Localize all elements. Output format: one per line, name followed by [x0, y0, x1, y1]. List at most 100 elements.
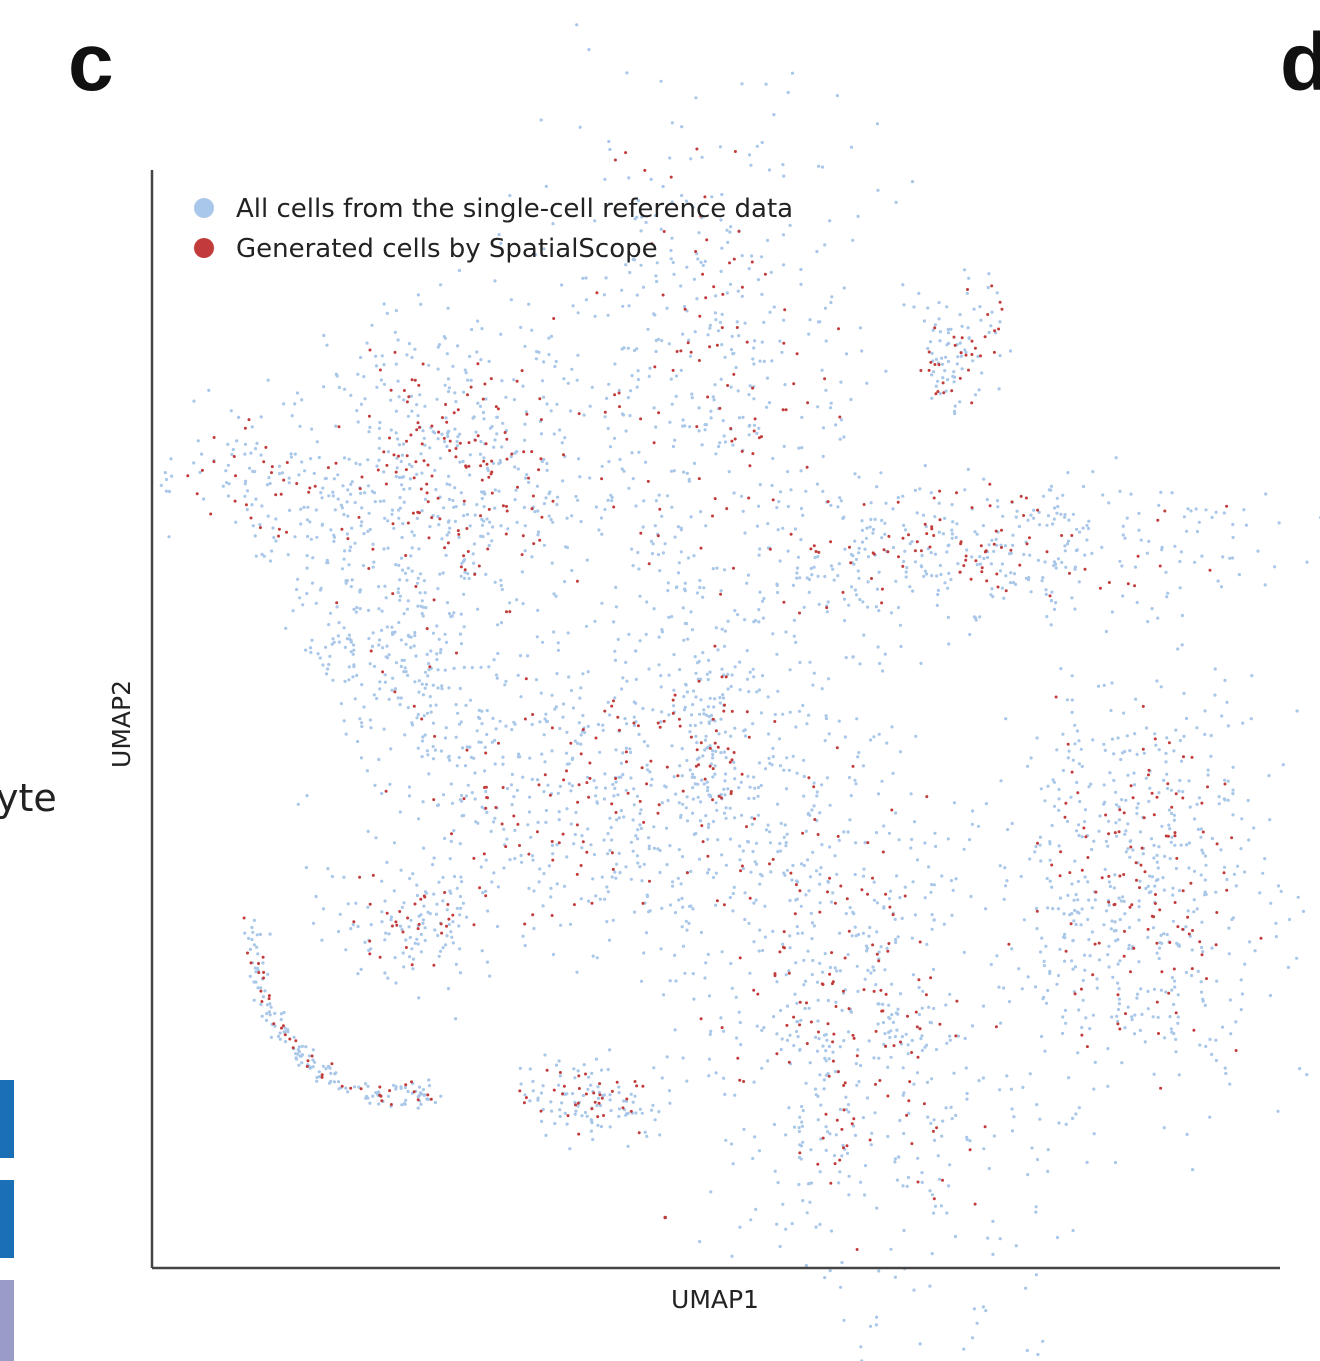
reference-cell-point — [402, 612, 406, 616]
reference-cell-point — [295, 587, 299, 592]
reference-cell-point — [298, 596, 302, 600]
reference-cell-point — [488, 520, 492, 524]
reference-cell-point — [433, 1100, 437, 1105]
reference-cell-point — [857, 551, 861, 555]
reference-cell-point — [1026, 1173, 1030, 1177]
reference-cell-point — [758, 483, 762, 487]
reference-cell-point — [1004, 574, 1008, 578]
generated-cell-point — [843, 1081, 847, 1085]
generated-cell-point — [405, 439, 408, 443]
reference-cell-point — [419, 1102, 423, 1106]
reference-cell-point — [457, 755, 461, 760]
reference-cell-point — [549, 334, 554, 338]
reference-cell-point — [332, 533, 336, 537]
generated-cell-point — [480, 478, 484, 482]
reference-cell-point — [311, 1058, 315, 1062]
reference-cell-point — [576, 498, 580, 502]
reference-cell-point — [896, 1012, 900, 1016]
reference-cell-point — [954, 535, 958, 540]
reference-cell-point — [415, 883, 419, 887]
reference-cell-point — [613, 362, 617, 366]
reference-cell-point — [1206, 773, 1210, 777]
reference-cell-point — [431, 863, 435, 867]
reference-cell-point — [402, 965, 406, 969]
reference-cell-point — [1070, 674, 1074, 678]
reference-cell-point — [923, 464, 927, 468]
reference-cell-point — [1009, 571, 1013, 575]
generated-cell-point — [416, 1098, 420, 1102]
generated-cell-point — [834, 1005, 838, 1008]
reference-cell-point — [822, 1087, 826, 1091]
reference-cell-point — [1066, 756, 1070, 760]
generated-cell-point — [798, 889, 802, 893]
reference-cell-point — [838, 496, 842, 500]
reference-cell-point — [930, 396, 934, 400]
reference-cell-point — [1118, 917, 1122, 922]
reference-cell-point — [454, 505, 458, 509]
reference-cell-point — [684, 806, 688, 810]
reference-cell-point — [1108, 771, 1112, 775]
reference-cell-point — [501, 755, 505, 759]
reference-cell-point — [797, 1129, 802, 1134]
reference-cell-point — [920, 1048, 925, 1052]
reference-cell-point — [646, 327, 650, 331]
reference-cell-point — [710, 749, 715, 753]
reference-cell-point — [713, 764, 717, 768]
generated-cell-point — [1116, 1022, 1120, 1026]
reference-cell-point — [412, 533, 416, 538]
reference-cell-point — [397, 395, 401, 399]
reference-cell-point — [970, 1024, 975, 1028]
generated-cell-point — [775, 1052, 779, 1056]
reference-cell-point — [706, 333, 710, 337]
reference-cell-point — [1234, 884, 1238, 888]
generated-cell-point — [398, 910, 402, 913]
reference-cell-point — [1117, 1002, 1121, 1006]
generated-cell-point — [455, 651, 458, 655]
reference-cell-point — [362, 532, 366, 536]
reference-cell-point — [350, 480, 354, 484]
generated-cell-point — [712, 285, 716, 289]
reference-cell-point — [770, 483, 774, 488]
generated-cell-point — [457, 532, 461, 536]
reference-cell-point — [801, 1140, 805, 1144]
reference-cell-point — [697, 857, 702, 861]
reference-cell-point — [1013, 572, 1017, 576]
generated-cell-point — [836, 834, 840, 838]
legend-label-reference: All cells from the single-cell reference… — [236, 194, 793, 224]
generated-cell-point — [285, 530, 288, 534]
reference-cell-point — [752, 423, 757, 427]
reference-cell-point — [1073, 607, 1077, 611]
reference-cell-point — [602, 797, 607, 801]
generated-cell-point — [577, 783, 581, 787]
reference-cell-point — [767, 732, 771, 736]
reference-cell-point — [284, 626, 288, 630]
reference-cell-point — [703, 738, 708, 742]
reference-cell-point — [327, 1065, 331, 1069]
reference-cell-point — [579, 897, 583, 901]
reference-cell-point — [682, 638, 686, 642]
reference-cell-point — [752, 940, 756, 944]
reference-cell-point — [628, 270, 632, 275]
generated-cell-point — [732, 751, 736, 754]
reference-cell-point — [1042, 959, 1046, 964]
generated-cell-point — [1173, 834, 1177, 838]
reference-cell-point — [605, 396, 609, 400]
reference-cell-point — [428, 446, 432, 450]
reference-cell-point — [923, 896, 927, 900]
reference-cell-point — [1155, 679, 1159, 683]
generated-cell-point — [916, 1180, 920, 1184]
generated-cell-point — [1007, 942, 1011, 946]
reference-cell-point — [309, 537, 313, 541]
reference-cell-point — [484, 572, 488, 577]
reference-cell-point — [248, 974, 252, 978]
generated-cell-point — [294, 1039, 298, 1043]
generated-cell-point — [1091, 973, 1095, 977]
reference-cell-point — [604, 254, 608, 258]
reference-cell-point — [945, 1211, 949, 1215]
reference-cell-point — [985, 497, 989, 502]
reference-cell-point — [1176, 993, 1180, 997]
generated-cell-point — [986, 313, 990, 316]
reference-cell-point — [603, 786, 608, 790]
reference-cell-point — [820, 687, 824, 691]
y-axis-label: UMAP2 — [107, 680, 136, 768]
